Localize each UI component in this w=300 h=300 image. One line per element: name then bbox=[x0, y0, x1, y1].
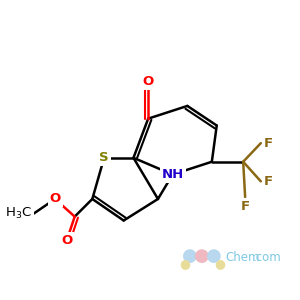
Text: ●: ● bbox=[214, 257, 225, 270]
Text: O: O bbox=[142, 75, 154, 88]
Text: F: F bbox=[264, 136, 273, 150]
Text: .com: .com bbox=[253, 251, 282, 264]
Text: Chem: Chem bbox=[226, 251, 260, 264]
Text: O: O bbox=[50, 193, 61, 206]
Text: ●: ● bbox=[194, 247, 210, 265]
Text: O: O bbox=[61, 234, 73, 247]
Text: S: S bbox=[99, 151, 109, 164]
Text: ●: ● bbox=[182, 247, 198, 265]
Text: ●: ● bbox=[179, 257, 190, 270]
Text: F: F bbox=[264, 175, 273, 188]
Text: ●: ● bbox=[206, 247, 222, 265]
Text: F: F bbox=[241, 200, 250, 213]
Text: NH: NH bbox=[161, 168, 184, 181]
Text: H$_3$C: H$_3$C bbox=[5, 206, 32, 221]
